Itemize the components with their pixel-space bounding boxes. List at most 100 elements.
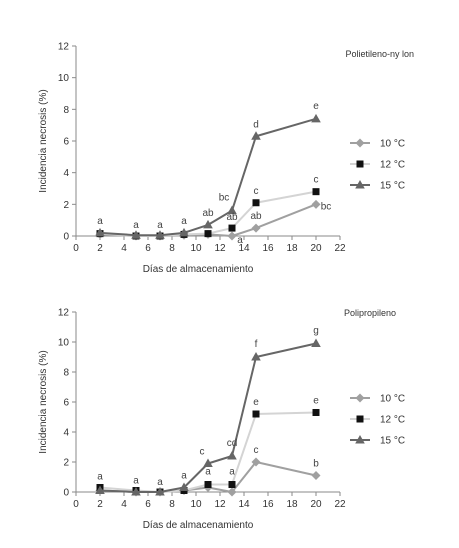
legend-marker: [355, 180, 365, 189]
data-point: [204, 481, 212, 488]
data-point: [312, 409, 320, 416]
data-point: [203, 219, 213, 229]
data-point: [204, 230, 212, 238]
data-point: [228, 481, 236, 488]
data-point: [311, 338, 321, 347]
data-point: [251, 352, 261, 361]
y-tick-label: 8: [63, 105, 69, 116]
data-label: a: [133, 220, 139, 231]
data-point: [251, 223, 261, 233]
x-tick-label: 2: [97, 243, 103, 254]
data-label: a: [157, 220, 163, 231]
y-tick-label: 12: [58, 308, 70, 319]
x-tick-label: 4: [121, 243, 127, 254]
data-label: c: [254, 186, 259, 197]
y-tick-label: 6: [63, 137, 69, 148]
x-tick-label: 12: [214, 499, 226, 510]
data-label: bc: [321, 201, 332, 212]
y-tick-label: 10: [58, 73, 70, 84]
y-tick-label: 4: [63, 168, 69, 179]
legend-label: 12 °C: [380, 160, 405, 171]
legend-marker: [355, 435, 365, 444]
x-tick-label: 14: [238, 499, 250, 510]
series-line: [99, 342, 317, 493]
y-tick-label: 12: [58, 42, 70, 53]
data-label: a: [181, 216, 187, 227]
data-point: [227, 205, 237, 215]
data-point: [131, 487, 141, 496]
data-label: bc: [219, 193, 230, 204]
x-tick-label: 12: [214, 243, 226, 254]
data-point: [312, 188, 320, 196]
panel-title: Polipropileno: [344, 308, 396, 318]
y-tick-label: 2: [63, 458, 69, 469]
x-tick-label: 8: [169, 499, 175, 510]
x-tick-label: 22: [334, 243, 346, 254]
chart-panel-polietileno: 0 2 4 6 8 10 12 0 2 4 6 8 10 12 14 16 18 20 22 Días de alma…: [38, 42, 414, 276]
data-point: [311, 113, 321, 123]
data-label: e: [253, 397, 259, 408]
x-axis-label: Días de almacenamiento: [143, 520, 254, 531]
legend-label: 15 °C: [380, 436, 405, 447]
x-tick-label: 6: [145, 499, 151, 510]
legend-label: 10 °C: [380, 139, 405, 150]
series-line: [99, 117, 317, 237]
data-point: [311, 199, 321, 209]
data-point: [228, 224, 236, 232]
data-point: [227, 231, 237, 241]
data-label: e: [313, 396, 319, 407]
data-label: ab: [202, 208, 214, 219]
y-axis-label: Incidencia necrosis (%): [38, 350, 49, 453]
data-point: [252, 199, 260, 207]
data-point: [131, 230, 141, 239]
data-label: d: [253, 119, 259, 130]
y-axis-label: Incidencia necrosis (%): [38, 89, 49, 192]
data-point: [203, 458, 213, 467]
legend-label: 10 °C: [380, 394, 405, 405]
data-label: g: [313, 326, 319, 337]
data-label: a: [205, 467, 211, 478]
data-label: a: [97, 216, 103, 227]
x-tick-label: 20: [310, 499, 322, 510]
data-label: ab: [226, 212, 238, 223]
chart-panel-polipropileno: 0 2 4 6 8 10 12 0 2 4 6 8 10 12 14 16 18 20 22 Días de alma…: [38, 308, 405, 532]
data-label: a: [237, 235, 243, 246]
x-tick-label: 6: [145, 243, 151, 254]
y-tick-label: 6: [63, 398, 69, 409]
data-label: a: [229, 467, 235, 478]
x-tick-label: 16: [262, 243, 274, 254]
data-point: [179, 482, 189, 491]
y-tick-label: 8: [63, 368, 69, 379]
x-tick-label: 18: [286, 243, 298, 254]
data-label: ab: [250, 211, 262, 222]
y-tick-label: 10: [58, 338, 70, 349]
legend-marker: [356, 415, 364, 423]
panel-title: Polietileno-ny lon: [345, 49, 414, 59]
data-label: cd: [227, 438, 238, 449]
x-axis-label: Días de almacenamiento: [143, 264, 254, 275]
data-label: a: [133, 476, 139, 487]
x-tick-label: 16: [262, 499, 274, 510]
x-tick-label: 22: [334, 499, 346, 510]
data-point: [311, 471, 321, 480]
legend-marker: [355, 393, 365, 403]
data-label: a: [97, 472, 103, 483]
x-tick-label: 10: [190, 499, 202, 510]
data-point: [251, 131, 261, 140]
data-label: c: [200, 447, 205, 458]
x-tick-label: 14: [238, 243, 250, 254]
legend-marker: [355, 138, 365, 148]
x-tick-label: 10: [190, 243, 202, 254]
data-label: c: [254, 445, 259, 456]
legend-label: 15 °C: [380, 181, 405, 192]
x-tick-label: 4: [121, 499, 127, 510]
x-tick-label: 20: [310, 243, 322, 254]
data-point: [252, 410, 260, 418]
legend-label: 12 °C: [380, 415, 405, 426]
legend-marker: [356, 160, 364, 168]
data-label: f: [255, 339, 258, 350]
data-point: [227, 487, 237, 497]
data-point: [155, 230, 165, 239]
data-label: e: [313, 101, 319, 112]
